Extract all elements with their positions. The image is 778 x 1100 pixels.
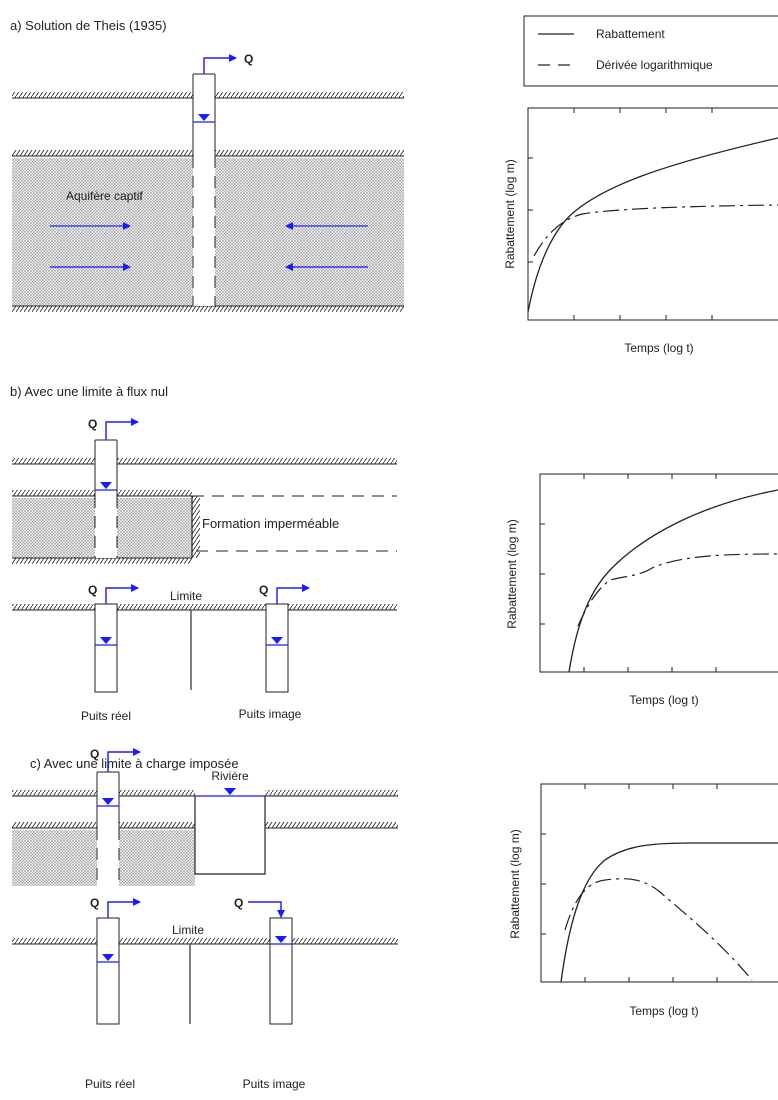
image-well — [269, 917, 293, 1025]
boundary-label: Limite — [172, 923, 204, 937]
pumping-arrow-icon — [203, 54, 237, 74]
flow-label: Q — [90, 747, 99, 761]
image-well-label: Puits image — [243, 1077, 306, 1091]
water-level-icon — [224, 788, 236, 795]
derivative-curve — [564, 878, 753, 981]
image-well — [265, 603, 289, 693]
flow-label: Q — [90, 896, 99, 910]
real-well-label: Puits réel — [85, 1077, 135, 1091]
water-level-icon — [271, 637, 283, 644]
pumping-arrow-icon — [107, 898, 141, 918]
panel-c-title: c) Avec une limite à charge imposée — [30, 756, 239, 771]
formation-label: Formation imperméable — [202, 516, 339, 531]
derivative-curve — [577, 553, 778, 627]
plot-a: Rabattement (log m) Temps (log t) — [503, 107, 778, 355]
plot-a-xlabel: Temps (log t) — [624, 341, 693, 355]
water-level-icon — [100, 637, 112, 644]
water-level-icon — [102, 798, 114, 805]
river: Rivière — [194, 769, 266, 875]
pumping-arrow-icon — [276, 584, 310, 604]
recharge-arrow-icon — [248, 901, 285, 918]
river-label: Rivière — [211, 769, 249, 783]
real-well-label: Puits réel — [81, 709, 131, 723]
legend-solid-label: Rabattement — [596, 27, 665, 41]
water-level-icon — [100, 482, 112, 489]
derivative-curve — [533, 204, 778, 257]
panel-a: a) Solution de Theis (1935) Q Aquifère c… — [10, 18, 404, 312]
pumping-arrow-icon — [105, 418, 139, 440]
real-well — [94, 603, 118, 693]
panel-b-title: b) Avec une limite à flux nul — [10, 384, 168, 399]
legend-dashed-label: Dérivée logarithmique — [596, 58, 713, 72]
real-well — [96, 917, 120, 1025]
plot-b: Rabattement (log m) Temps (log t) — [505, 473, 778, 707]
flow-label: Q — [88, 583, 97, 597]
plot-a-ylabel: Rabattement (log m) — [503, 159, 517, 268]
drawdown-curve — [568, 489, 778, 673]
plot-c-ylabel: Rabattement (log m) — [508, 829, 522, 938]
plot-c: Rabattement (log m) Temps (log t) — [508, 783, 778, 1018]
water-level-icon — [198, 114, 210, 121]
plot-c-xlabel: Temps (log t) — [629, 1004, 698, 1018]
drawdown-curve — [527, 137, 778, 313]
aquifer-label: Aquifère captif — [66, 189, 143, 203]
drawdown-curve — [560, 842, 778, 983]
flow-label: Q — [234, 896, 243, 910]
image-well-label: Puits image — [239, 707, 302, 721]
water-level-icon — [275, 936, 287, 943]
pumping-arrow-icon — [105, 584, 139, 604]
well — [94, 439, 118, 558]
plot-b-xlabel: Temps (log t) — [629, 693, 698, 707]
panel-b: b) Avec une limite à flux nul Formation … — [10, 384, 397, 723]
plot-b-ylabel: Rabattement (log m) — [505, 519, 519, 628]
panel-a-title: a) Solution de Theis (1935) — [10, 18, 167, 33]
boundary-label: Limite — [170, 589, 202, 603]
pumping-arrow-icon — [107, 748, 141, 772]
well — [192, 73, 216, 306]
water-level-icon — [102, 954, 114, 961]
legend: Rabattement Dérivée logarithmique — [523, 15, 778, 87]
flow-label: Q — [88, 417, 97, 431]
flow-label: Q — [259, 583, 268, 597]
panel-c: c) Avec une limite à charge imposée Rivi… — [12, 747, 398, 1091]
flow-label: Q — [244, 52, 253, 66]
well — [96, 771, 120, 886]
